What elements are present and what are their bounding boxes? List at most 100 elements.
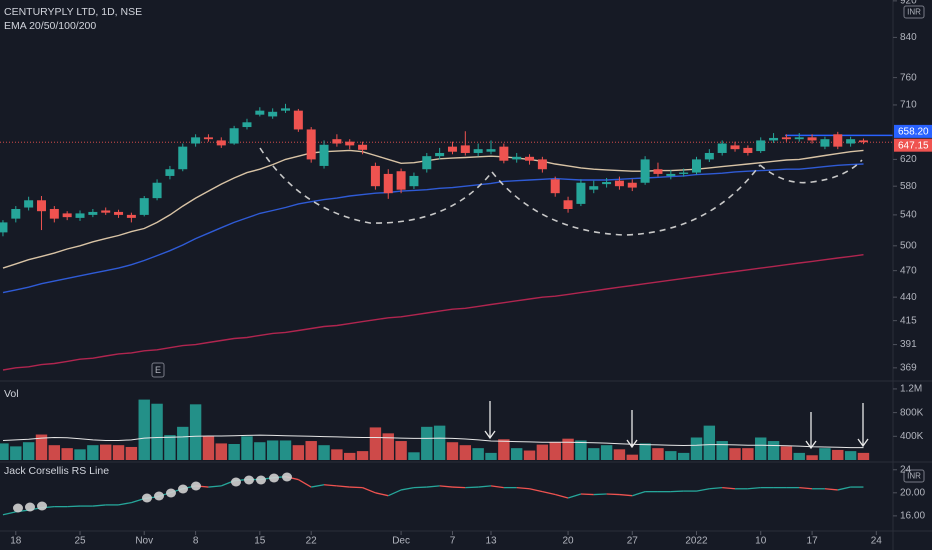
- rs-line-segment: [426, 485, 440, 488]
- candle-body: [691, 159, 701, 173]
- volume-bar: [177, 426, 189, 460]
- rs-line-segment: [632, 491, 646, 497]
- candle-body: [126, 214, 136, 218]
- candle-body: [717, 143, 727, 153]
- x-tick-label: 15: [254, 536, 266, 547]
- volume-ma-line: [2, 434, 864, 449]
- volume-bar: [767, 441, 780, 460]
- rs-highlights: [13, 472, 292, 513]
- x-tick-label: Dec: [392, 536, 410, 547]
- candle-body: [653, 169, 663, 174]
- y-tick-label: 710: [900, 100, 917, 111]
- y-tick-label: 500: [900, 240, 917, 251]
- highlight: [142, 493, 152, 503]
- volume-bar: [716, 441, 728, 460]
- candle-body: [49, 208, 59, 219]
- volume-bar: [498, 439, 510, 460]
- candle-body: [268, 111, 278, 117]
- y-tick-label: 840: [900, 32, 917, 43]
- x-tick-label: 27: [627, 536, 639, 547]
- price-tag-label: 647.15: [898, 140, 929, 151]
- x-tick-label: 24: [871, 536, 883, 547]
- volume-bar: [382, 433, 394, 460]
- volume-bar: [138, 399, 150, 460]
- highlight: [25, 502, 35, 512]
- candle-body: [370, 165, 380, 187]
- rs-line-segment: [619, 493, 633, 497]
- y-tick-label: 400K: [900, 431, 924, 442]
- candle-body: [358, 144, 368, 150]
- highlight: [191, 481, 201, 491]
- x-tick-label: 18: [10, 536, 22, 547]
- volume-bar: [793, 452, 805, 460]
- volume-bar: [819, 448, 831, 460]
- rs-line-segment: [323, 484, 337, 487]
- rs-line-segment: [375, 492, 389, 497]
- volume-bar: [588, 448, 600, 460]
- earnings-icon[interactable]: [151, 362, 165, 378]
- y-tick-label: 470: [900, 265, 917, 276]
- candle-body: [769, 137, 779, 141]
- highlight: [231, 477, 241, 487]
- x-tick-label: 2022: [685, 536, 708, 547]
- ema-line: [2, 149, 864, 269]
- rs-line-segment: [465, 486, 479, 489]
- earnings-label[interactable]: E: [155, 365, 161, 375]
- volume-bar: [703, 425, 716, 460]
- volume-bar: [485, 452, 497, 460]
- volume-bar: [472, 448, 484, 460]
- rs-line-segment: [439, 485, 453, 488]
- volume-bar: [318, 445, 330, 460]
- volume-bar: [202, 436, 215, 460]
- volume-bar: [832, 449, 844, 460]
- rs-line-segment: [2, 511, 16, 516]
- ema-line: [2, 254, 864, 371]
- volume-bar: [755, 437, 767, 460]
- y-tick-label: 24: [900, 464, 912, 475]
- rs-line-segment: [478, 485, 492, 488]
- y-tick-label: 540: [900, 210, 917, 221]
- rs-line-segment: [799, 486, 813, 490]
- candle-body: [537, 159, 547, 170]
- arrow: [484, 401, 496, 440]
- y-tick-label: 440: [900, 292, 917, 303]
- volume-bar: [10, 446, 22, 460]
- volume-bar: [344, 452, 356, 460]
- candle-body: [614, 180, 624, 187]
- candle-body: [486, 149, 496, 152]
- arrow: [626, 410, 638, 449]
- candle-body: [563, 200, 573, 209]
- candle-body: [139, 198, 149, 215]
- volume-bar: [356, 451, 369, 460]
- volume-bar: [22, 442, 35, 460]
- candle-body: [858, 140, 868, 143]
- candle-body: [191, 137, 201, 144]
- candle-body: [165, 169, 175, 176]
- candle-body: [75, 213, 85, 218]
- y-tick-label: 16.00: [900, 511, 925, 522]
- candle-body: [293, 110, 303, 130]
- volume-bar: [74, 449, 86, 460]
- y-tick-label: 620: [900, 154, 917, 165]
- y-tick-label: 760: [900, 72, 917, 83]
- candle-body: [602, 182, 612, 185]
- arrow: [857, 403, 869, 448]
- volume-bar: [806, 455, 818, 460]
- ema-line: [2, 163, 864, 294]
- volume-bar: [523, 450, 536, 460]
- price-tag: [894, 124, 932, 138]
- volume-bar: [254, 442, 266, 460]
- candle-body: [229, 128, 239, 144]
- candle-body: [409, 175, 419, 187]
- rs-line-segment: [555, 493, 569, 499]
- volume-bar: [112, 445, 125, 460]
- volume-bar: [665, 451, 677, 460]
- candle-body: [152, 182, 162, 199]
- volume-bar: [228, 444, 240, 460]
- rs-line-segment: [311, 484, 325, 488]
- candle-body: [0, 222, 8, 233]
- y-tick-label: 20.00: [900, 487, 925, 498]
- candle-body: [332, 139, 342, 144]
- x-tick-label: 7: [450, 536, 456, 547]
